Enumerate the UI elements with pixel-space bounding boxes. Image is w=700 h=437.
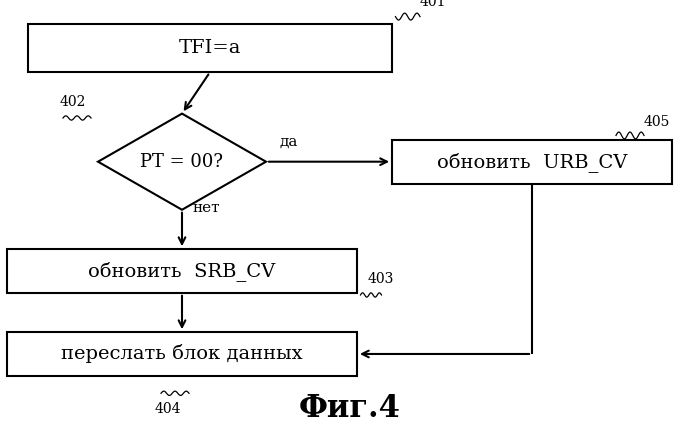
- Text: 402: 402: [60, 95, 86, 109]
- Text: нет: нет: [193, 201, 220, 215]
- Text: переслать блок данных: переслать блок данных: [61, 344, 303, 364]
- Bar: [7, 332, 357, 376]
- Text: TFI=a: TFI=a: [178, 39, 241, 57]
- Bar: [28, 24, 392, 72]
- Text: Фиг.4: Фиг.4: [299, 393, 401, 424]
- Bar: [7, 249, 357, 293]
- Text: обновить  SRB_CV: обновить SRB_CV: [88, 261, 276, 281]
- Text: 404: 404: [155, 402, 181, 416]
- Text: да: да: [280, 135, 298, 149]
- Text: 403: 403: [368, 272, 394, 286]
- Text: 401: 401: [420, 0, 447, 9]
- Text: обновить  URB_CV: обновить URB_CV: [437, 152, 627, 172]
- Bar: [392, 140, 672, 184]
- Text: 405: 405: [644, 115, 671, 129]
- Text: PT = 00?: PT = 00?: [141, 153, 223, 171]
- Polygon shape: [98, 114, 266, 210]
